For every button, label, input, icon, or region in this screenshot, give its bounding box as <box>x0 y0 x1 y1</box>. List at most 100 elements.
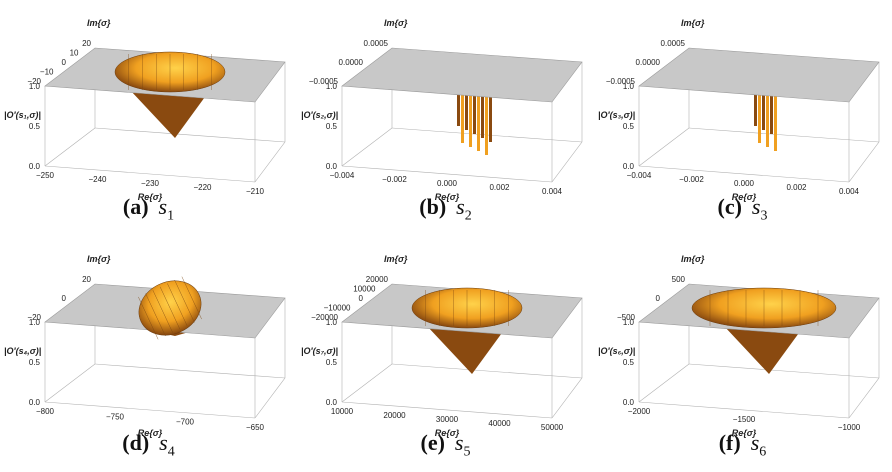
im-tick-label: −0.0005 <box>309 77 339 86</box>
im-axis-label: Im{σ} <box>87 18 111 28</box>
im-axis-label: Im{σ} <box>384 18 408 28</box>
im-tick-label: −500 <box>617 313 636 322</box>
caption-subscript: 4 <box>167 444 175 460</box>
plot-3d-f: 1.0 0.5 0.0 |O′(s₆,σ)| 500 0 −500 Im{σ} −2000 −15… <box>598 254 880 438</box>
re-tick-label: 0.000 <box>437 179 458 188</box>
caption-symbol: s <box>454 430 464 455</box>
surface <box>130 90 210 138</box>
bounding-box <box>44 284 286 419</box>
re-tick-label: 0.000 <box>734 179 755 188</box>
re-tick-label: 0.002 <box>489 183 510 192</box>
re-axis: −0.004 −0.002 0.000 0.002 0.004 Re{σ} <box>627 171 860 202</box>
im-tick-label: 0 <box>359 294 364 303</box>
z-axis: 1.0 0.5 0.0 |O′(s₂,σ)| <box>301 82 338 171</box>
re-tick-label: 10000 <box>331 407 354 416</box>
z-tick-label: 1.0 <box>623 82 635 91</box>
re-tick-label: −700 <box>176 418 195 427</box>
z-tick-label: 0.5 <box>326 358 338 367</box>
caption-tag: (d) <box>122 430 150 455</box>
im-tick-label: 0.0005 <box>661 39 686 48</box>
z-tick-label: 0.5 <box>29 122 41 131</box>
panel-caption: (a) s1 <box>0 194 297 224</box>
im-tick-label: −10000 <box>324 304 351 313</box>
im-axis-label: Im{σ} <box>681 18 705 28</box>
caption-subscript: 6 <box>759 444 767 460</box>
im-tick-label: 10000 <box>353 285 376 294</box>
mesh-lines <box>425 290 509 326</box>
panel-b: 1.0 0.5 0.0 |O′(s₂,σ)| 0.0005 0.0000 −0.0005 Im… <box>297 0 594 236</box>
z-tick-label: 0.5 <box>623 358 635 367</box>
caption-symbol: s <box>158 194 168 219</box>
im-tick-label: 0.0000 <box>339 58 364 67</box>
z-tick-label: 0.0 <box>29 162 41 171</box>
im-tick-label: 0 <box>62 294 67 303</box>
z-tick-label: 0.5 <box>29 358 41 367</box>
z-axis: 1.0 0.5 0.0 |O′(s₇,σ)| <box>301 318 338 407</box>
z-tick-label: 1.0 <box>29 82 41 91</box>
re-tick-label: −210 <box>246 187 265 196</box>
z-axis: 1.0 0.5 0.0 |O′(s₆,σ)| <box>598 318 635 407</box>
z-tick-label: 0.0 <box>623 398 635 407</box>
panel-caption: (e) s5 <box>297 430 594 460</box>
z-tick-label: 1.0 <box>326 82 338 91</box>
re-tick-label: −1000 <box>838 423 861 432</box>
caption-tag: (e) <box>420 430 445 455</box>
caption-tag: (b) <box>419 194 447 219</box>
re-tick-label: −240 <box>88 175 107 184</box>
re-axis-label: Re{σ} <box>138 192 163 202</box>
plane <box>341 47 583 103</box>
z-tick-label: 0.0 <box>326 398 338 407</box>
im-tick-label: 0 <box>656 294 661 303</box>
panel-c: 1.0 0.5 0.0 |O′(s₃,σ)| 0.0005 0.0000 −0.0005 Im… <box>594 0 891 236</box>
re-tick-label: −250 <box>36 171 55 180</box>
mesh-lines <box>138 276 202 340</box>
im-tick-label: 20 <box>82 275 91 284</box>
z-axis: 1.0 0.5 0.0 |O′(s₄,σ)| <box>4 318 41 407</box>
re-tick-label: −220 <box>193 183 212 192</box>
plane <box>638 47 880 103</box>
im-tick-label: 20000 <box>366 275 389 284</box>
caption-tag: (f) <box>718 430 741 455</box>
z-axis: 1.0 0.5 0.0 |O′(s₃,σ)| <box>598 82 635 171</box>
z-axis-label: |O′(s₇,σ)| <box>301 346 338 356</box>
panel-a: 1.0 0.5 0.0 |O′(s₁,σ)| 20 10 0 −10 −20 Im{σ} −250−… <box>0 0 297 236</box>
im-tick-label: −20 <box>27 77 41 86</box>
plot-3d-b: 1.0 0.5 0.0 |O′(s₂,σ)| 0.0005 0.0000 −0.0005 Im… <box>301 18 583 202</box>
plot-3d-e: 1.00.50.0|O′(s₇,σ)|20000100000−10000−200… <box>301 254 583 438</box>
mesh-lines <box>709 290 819 326</box>
re-axis-label: Re{σ} <box>138 428 163 438</box>
re-tick-label: 0.002 <box>786 183 807 192</box>
im-tick-label: 0 <box>62 58 67 67</box>
z-axis: 1.0 0.5 0.0 |O′(s₁,σ)| <box>4 82 41 171</box>
re-axis: 10000 20000 30000 40000 50000 Re{σ} <box>331 407 564 438</box>
surface <box>724 326 804 374</box>
im-axis-label: Im{σ} <box>384 254 408 264</box>
bounding-box <box>44 48 286 183</box>
re-axis-label: Re{σ} <box>435 428 460 438</box>
z-tick-label: 0.0 <box>29 398 41 407</box>
im-tick-label: −20000 <box>311 313 338 322</box>
panel-caption: (d) s4 <box>0 430 297 460</box>
caption-symbol: s <box>751 194 761 219</box>
im-tick-label: 10 <box>70 49 79 58</box>
z-axis-label: |O′(s₂,σ)| <box>301 110 338 120</box>
im-axis-label: Im{σ} <box>681 254 705 264</box>
re-axis: −800 −750 −700 −650 Re{σ} <box>36 407 265 438</box>
re-tick-label: 20000 <box>383 411 406 420</box>
caption-subscript: 1 <box>167 208 175 224</box>
panel-d: 1.0 0.5 0.0 |O′(s₄,σ)| 20 0 −20 Im{σ} −800 −750 −7… <box>0 236 297 472</box>
z-tick-label: 0.0 <box>326 162 338 171</box>
re-tick-label: −230 <box>141 179 160 188</box>
im-tick-label: 500 <box>672 275 686 284</box>
re-tick-label: −650 <box>246 423 265 432</box>
re-tick-label: −0.004 <box>330 171 355 180</box>
re-tick-label: −2000 <box>628 407 651 416</box>
re-tick-label: 50000 <box>541 423 564 432</box>
im-tick-label: −20 <box>27 313 41 322</box>
im-tick-label: 0.0005 <box>364 39 389 48</box>
plot-3d-a: 1.00.50.0|O′(s₁,σ)|20100−10−20Im{σ}−250−… <box>4 18 286 202</box>
im-tick-label: 20 <box>82 39 91 48</box>
caption-symbol: s <box>159 430 168 455</box>
z-axis-label: |O′(s₁,σ)| <box>4 110 41 120</box>
